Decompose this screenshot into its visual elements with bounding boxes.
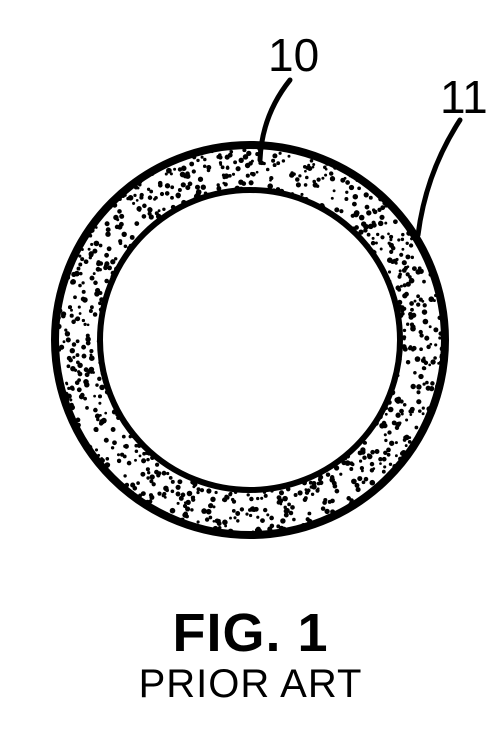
label-10: 10 [268,28,319,82]
label-11: 11 [440,70,488,124]
leader-11 [418,120,460,235]
figure-container: 10 11 FIG. 1 PRIOR ART [0,0,501,736]
ring-diagram [0,0,501,600]
figure-title: FIG. 1 [0,602,501,664]
inner-circle [100,190,400,490]
figure-subtitle: PRIOR ART [0,662,501,707]
